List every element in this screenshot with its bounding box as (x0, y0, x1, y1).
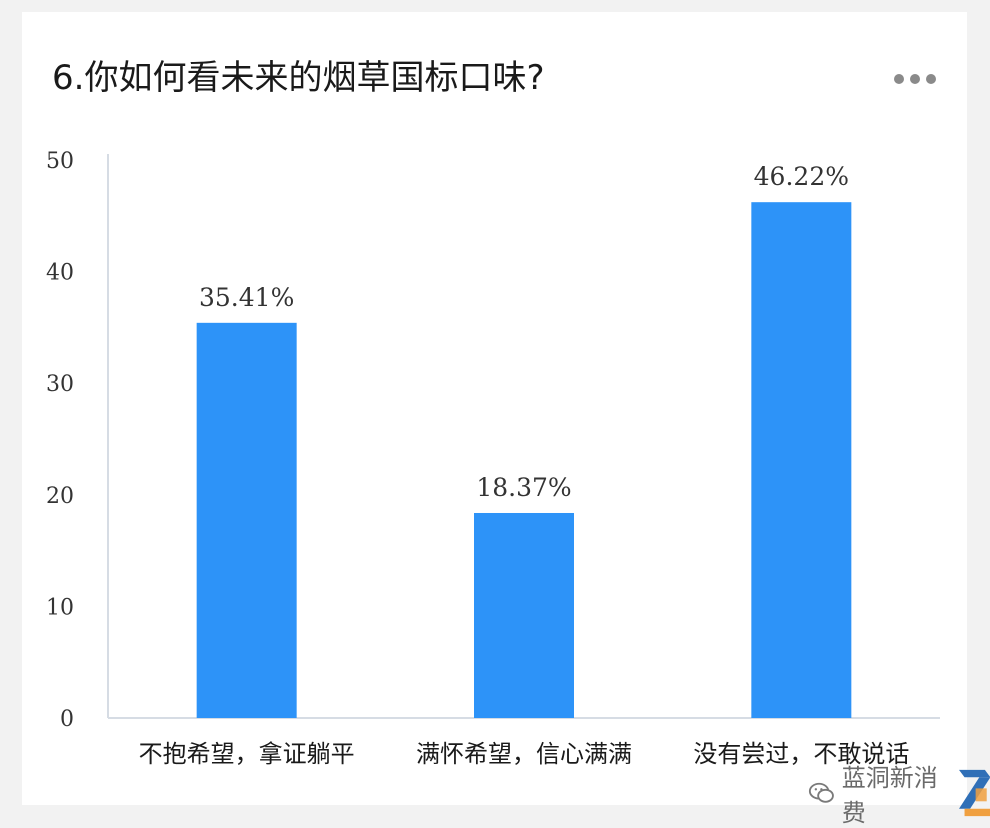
x-tick-label: 不抱希望，拿证躺平 (139, 740, 355, 768)
watermark-text: 蓝洞新消费 (841, 764, 938, 827)
y-tick-label: 30 (46, 372, 74, 397)
more-dot-icon (910, 74, 920, 84)
bar (474, 512, 574, 718)
bar (751, 202, 852, 718)
y-tick-label: 0 (60, 707, 74, 732)
watermark: 蓝洞新消费 (808, 758, 990, 828)
data-label: 35.41% (199, 283, 294, 312)
more-options-button[interactable] (894, 74, 936, 84)
y-tick-label: 10 (46, 595, 74, 620)
page-title: 6.你如何看未来的烟草国标口味? (52, 58, 545, 98)
y-tick-label: 20 (46, 484, 74, 509)
y-tick-label: 50 (46, 149, 74, 174)
x-tick-label: 满怀希望，信心满满 (416, 740, 632, 768)
y-tick-label: 40 (46, 261, 74, 286)
data-label: 46.22% (754, 162, 849, 191)
more-dot-icon (926, 74, 936, 84)
bar (196, 322, 297, 718)
more-dot-icon (894, 74, 904, 84)
brand-logo-icon (958, 769, 990, 817)
data-label: 18.37% (476, 473, 571, 502)
x-tick-label: 没有尝过，不敢说话 (693, 740, 909, 768)
wechat-icon (808, 782, 834, 803)
